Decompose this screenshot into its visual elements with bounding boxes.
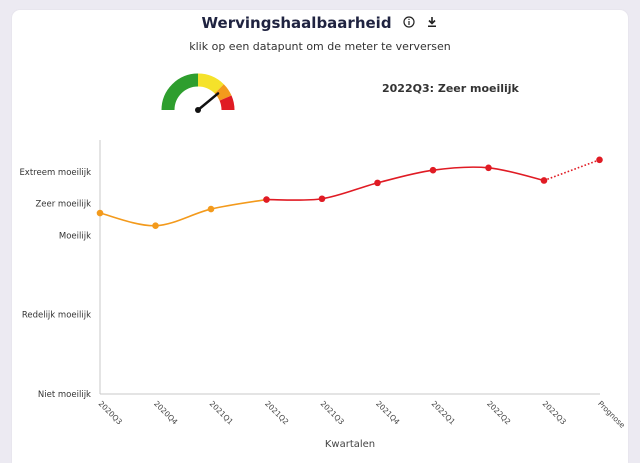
- series-line-red: [266, 166, 545, 201]
- data-point-2021q1[interactable]: [207, 205, 215, 213]
- gauge-status-text: 2022Q3: Zeer moeilijk: [382, 82, 519, 95]
- chart-title: Wervingshaalbaarheid: [201, 14, 392, 32]
- x-tick-label: 2021Q2: [263, 399, 291, 427]
- series-line-orange: [99, 198, 267, 227]
- data-point-2022q3[interactable]: [540, 177, 548, 184]
- data-point-prognose[interactable]: [596, 156, 603, 164]
- x-tick-label: 2022Q3: [541, 399, 569, 427]
- gauge-needle: [196, 92, 220, 112]
- x-tick-label: 2020Q4: [152, 399, 180, 427]
- gauge-segment: [219, 95, 235, 111]
- gauge-segment: [214, 84, 232, 101]
- x-tick-label: Prognose: [596, 399, 627, 430]
- x-axis-title: Kwartalen: [325, 439, 375, 450]
- data-point-2020q3[interactable]: [96, 209, 104, 217]
- gauge-segment: [197, 73, 224, 94]
- data-point-2021q3[interactable]: [318, 195, 326, 203]
- x-tick-label: 2022Q1: [430, 399, 458, 427]
- x-tick-label: 2021Q1: [208, 399, 236, 427]
- y-tick-label: Redelijk moeilijk: [22, 311, 91, 321]
- data-point-2020q4[interactable]: [152, 222, 159, 230]
- y-tick-label: Niet moeilijk: [38, 390, 91, 400]
- x-tick-label: 2021Q3: [319, 399, 347, 427]
- series-line-forecast: [543, 159, 600, 182]
- x-tick-label: 2021Q4: [374, 399, 402, 427]
- y-tick-label: Moeilijk: [59, 231, 91, 241]
- info-icon[interactable]: [403, 15, 415, 33]
- data-point-2021q2[interactable]: [263, 196, 270, 203]
- title-row: Wervingshaalbaarheid: [0, 14, 640, 33]
- chart-subtitle: klik op een datapunt om de meter te verv…: [189, 40, 451, 53]
- x-tick-label: 2022Q2: [485, 399, 513, 427]
- gauge: [161, 73, 235, 113]
- download-icon[interactable]: [426, 15, 438, 33]
- gauge-pivot: [195, 107, 201, 113]
- data-point-2021q4[interactable]: [374, 179, 381, 187]
- y-tick-label: Extreem moeilijk: [19, 168, 91, 178]
- x-tick-label: 2020Q3: [97, 399, 125, 427]
- data-point-2022q1[interactable]: [429, 166, 437, 174]
- chart-card: [12, 10, 628, 463]
- y-tick-label: Zeer moeilijk: [35, 200, 91, 210]
- data-point-2022q2[interactable]: [485, 164, 492, 172]
- gauge-segment: [161, 73, 199, 111]
